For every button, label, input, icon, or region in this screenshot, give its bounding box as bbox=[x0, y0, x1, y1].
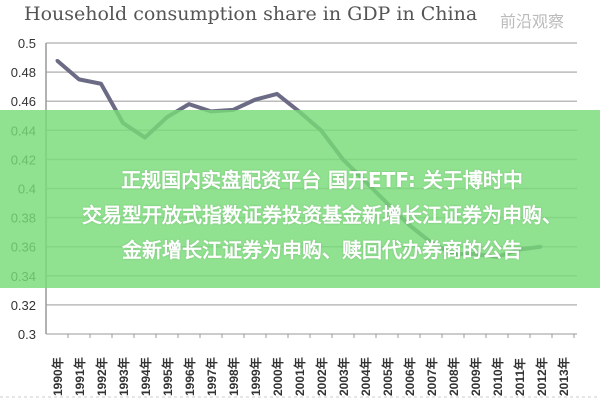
x-tick-label: 1992年 bbox=[94, 357, 109, 396]
y-tick-label: 0.32 bbox=[11, 298, 36, 313]
x-tick-label: 1991年 bbox=[72, 357, 87, 396]
x-tick-label: 2009年 bbox=[468, 357, 483, 396]
x-tick-label: 1994年 bbox=[138, 357, 153, 396]
y-tick-label: 0.48 bbox=[11, 65, 36, 80]
x-tick-label: 2010年 bbox=[490, 357, 505, 396]
data-point bbox=[77, 77, 81, 81]
x-tick-label: 2002年 bbox=[314, 357, 329, 396]
overlay-text-line3: 金新增长江证券为申购、赎回代办券商的公告 bbox=[122, 238, 522, 262]
x-tick-label: 2005年 bbox=[380, 357, 395, 396]
data-point bbox=[187, 102, 191, 106]
x-tick-label: 2003年 bbox=[336, 357, 351, 396]
overlay-text-line2: 交易型开放式指数证券投资基金新增长江证券为申购、 bbox=[82, 203, 562, 227]
data-point bbox=[55, 58, 59, 62]
x-tick-label: 1996年 bbox=[182, 357, 197, 396]
chart-title: Household consumption share in GDP in Ch… bbox=[24, 3, 478, 25]
overlay-banner bbox=[0, 110, 600, 288]
x-tick-label: 2007年 bbox=[424, 357, 439, 396]
overlay-text-line1: 正规国内实盘配资平台 国开ETF: 关于博时中 bbox=[121, 168, 523, 192]
x-tick-label: 1993年 bbox=[116, 357, 131, 396]
x-tick-label: 2004年 bbox=[358, 357, 373, 396]
x-tick-label: 2006年 bbox=[402, 357, 417, 396]
x-tick-label: 2000年 bbox=[270, 357, 285, 396]
x-tick-label: 2011年 bbox=[512, 358, 527, 396]
x-tick-label: 1997年 bbox=[204, 357, 219, 396]
x-tick-label: 1998年 bbox=[226, 357, 241, 396]
watermark: 前沿观察 bbox=[500, 14, 565, 31]
data-point bbox=[99, 82, 103, 86]
x-tick-label: 2008年 bbox=[446, 357, 461, 396]
y-tick-label: 0.46 bbox=[11, 94, 36, 109]
x-tick-label: 2013年 bbox=[556, 357, 571, 396]
x-tick-label: 2012年 bbox=[534, 357, 549, 396]
data-point bbox=[275, 92, 279, 96]
y-tick-label: 0.3 bbox=[18, 327, 36, 342]
x-tick-label: 1999年 bbox=[248, 357, 263, 396]
x-tick-label: 1995年 bbox=[160, 357, 175, 396]
x-tick-label: 2001年 bbox=[292, 357, 307, 396]
data-point bbox=[253, 98, 257, 102]
x-tick-label: 1990年 bbox=[50, 357, 65, 396]
y-tick-label: 0.5 bbox=[18, 36, 36, 51]
